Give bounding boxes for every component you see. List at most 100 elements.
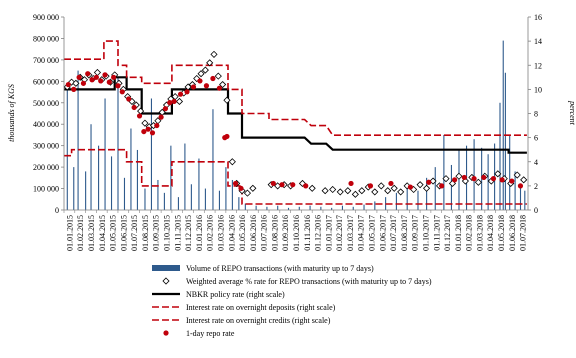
volume-bar [417,190,419,210]
legend-item: 1-day repo rate [163,329,235,338]
volume-bar [309,205,311,210]
weighted-rate-point [329,185,337,194]
one-day-repo-point [452,177,458,183]
one-day-repo-point [89,77,95,83]
one-day-repo-point [348,180,354,187]
one-day-repo-point [119,89,125,95]
rate-markers [63,50,528,198]
one-day-repo-point [210,75,216,82]
one-day-repo-point [171,98,177,105]
volume-bar [90,124,92,210]
weighted-rate-point [72,79,80,87]
weighted-rate-point [336,188,344,196]
y-axis-right-label: percent [568,100,576,125]
weighted-rate-point [223,96,231,104]
x-tick-label: 01.11.2017 [432,215,441,251]
one-day-repo-point [426,179,432,185]
weighted-rate-point [397,188,405,196]
one-day-repo-point [461,174,467,181]
one-day-repo-point [367,183,374,189]
y-left-tick-label: 400 000 [33,120,59,129]
weighted-rate-point [416,181,424,189]
volume-bar [434,167,436,210]
one-day-repo-point [126,96,132,102]
volume-bar [184,143,186,210]
weighted-rate-point [513,171,521,179]
one-day-repo-point [290,182,296,188]
one-day-repo-point [279,182,285,188]
one-day-repo-point [388,180,394,187]
legend-label: Weighted average % rate for REPO transac… [186,277,432,286]
legend-label: Interest rate on overnight deposits (rig… [186,303,336,312]
x-tick-label: 01.06.2017 [378,215,387,251]
x-tick-label: 01.04.2017 [357,215,366,251]
one-day-repo-point [490,176,497,182]
x-tick-label: 01.02.2016 [206,215,215,251]
x-tick-label: 01.04.2015 [98,215,107,251]
y-left-tick-label: 700 000 [33,56,59,65]
x-tick-label: 01.05.2015 [109,215,118,251]
volume-bar [487,154,489,210]
x-tick-label: 01.12.2017 [443,215,452,251]
volume-bar [320,206,322,210]
weighted-rate-point [193,74,201,83]
one-day-repo-point [167,100,173,106]
y-left-tick-label: 200 000 [33,163,59,172]
volume-bar [450,164,452,210]
weighted-rate-point [448,179,457,188]
one-day-repo-point [238,185,244,191]
y-right-tick-label: 16 [534,13,542,22]
one-day-repo-point [145,126,151,132]
overnight-deposit-line [64,148,527,205]
one-day-repo-point [184,89,190,95]
x-tick-label: 01.06.2015 [119,215,128,251]
volume-bar [110,156,113,210]
one-day-repo-point [141,128,147,135]
one-day-repo-point [65,81,71,88]
axes: 0 100 000 200 000 300 000 400 000 500 000 600 … [33,13,542,251]
x-tick-label: 01.03.2018 [475,215,484,251]
volume-bar [238,197,240,210]
volume-bar [502,40,504,210]
x-tick-label: 01.05.2017 [368,215,377,251]
one-day-repo-point [197,78,203,84]
weighted-rate-point [201,66,209,74]
volume-bar [163,192,165,210]
x-tick-label: 01.02.2017 [335,215,344,251]
weighted-rate-point [197,70,205,78]
weighted-rate-point [228,158,236,166]
y-right-tick-label: 14 [534,37,542,46]
volume-bar [499,102,501,210]
x-tick-label: 01.05.2018 [497,215,506,251]
weighted-rate-point [384,187,392,195]
x-tick-label: 01.12.2015 [184,215,193,251]
volume-bar [66,89,68,210]
y-left-tick-label: 500 000 [33,99,59,108]
y-right-tick-label: 4 [534,158,538,167]
y-right-tick-label: 0 [534,206,538,215]
one-day-repo-point [517,183,524,189]
overnight-credit-line [64,40,527,136]
one-day-repo-point [203,83,210,89]
one-day-repo-point [158,114,164,120]
one-day-repo-point [232,180,239,187]
one-day-repo-point [71,86,77,92]
weighted-rate-point [358,187,366,195]
volume-bar [331,207,333,210]
volume-bar [136,149,138,210]
one-day-repo-point [76,74,82,80]
one-day-repo-point [115,83,121,89]
one-day-repo-point [106,79,112,85]
volume-bar [177,197,179,210]
volume-bar [524,190,526,210]
legend-swatch-dot [163,330,169,336]
x-tick-label: 01.02.2018 [465,215,474,251]
legend-label: 1-day repo rate [186,329,235,338]
x-tick-label: 01.04.2016 [227,215,236,251]
volume-bar [509,134,511,210]
x-tick-label: 01.07.2016 [260,215,269,251]
weighted-rate-point [344,187,352,195]
volume-bar [225,167,227,210]
one-day-repo-point [154,122,160,129]
